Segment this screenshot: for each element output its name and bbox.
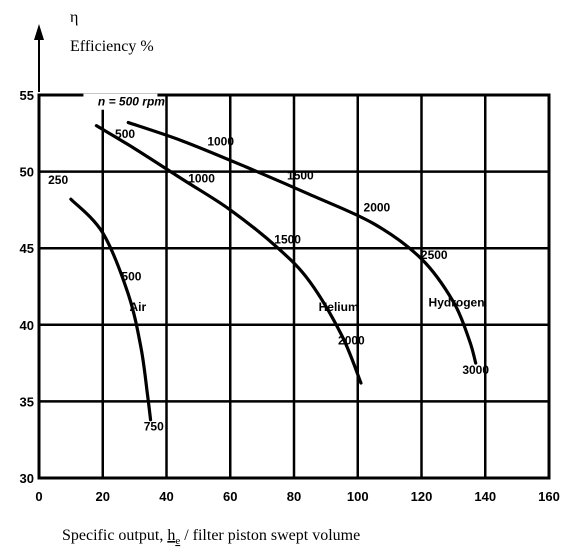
curve-annotation: Hydrogen [429, 295, 485, 309]
y-tick-labels: 30 35 40 45 50 55 [20, 88, 34, 486]
y-tick-label: 35 [20, 394, 34, 409]
y-tick-label: 40 [20, 318, 34, 333]
x-tick-label: 120 [411, 489, 433, 504]
x-axis-label-symbol: h [167, 527, 175, 544]
y-tick-label: 45 [20, 241, 34, 256]
curve-annotation: 750 [144, 420, 164, 434]
series-line-hydrogen [126, 120, 478, 365]
curve-annotation: 1500 [287, 168, 314, 182]
grid-layer [37, 93, 551, 480]
curve-annotation: 2500 [421, 248, 448, 262]
y-tick-label: 50 [20, 165, 34, 180]
x-tick-label: 100 [347, 489, 369, 504]
series-line-helium [94, 124, 363, 385]
y-axis-label: Efficiency % [70, 38, 154, 55]
x-tick-labels: 0 20 40 60 80 100 120 140 160 [35, 489, 559, 504]
y-axis-symbol: η [70, 9, 78, 26]
curve-annotation: 2000 [338, 334, 365, 348]
curve-annotation: n = 500 rpm [98, 95, 165, 109]
x-tick-label: 20 [96, 489, 110, 504]
curve-annotation: 1000 [207, 135, 234, 149]
y-tick-label: 30 [20, 471, 34, 486]
curve-annotation: 1000 [188, 171, 215, 185]
x-tick-label: 0 [35, 489, 42, 504]
rpm-label-background [83, 93, 158, 110]
curve-annotation: 500 [121, 269, 141, 283]
annotation-layer: n = 500 rpm 250 500 Air 750 500 1000 1500 Helium… [48, 93, 489, 434]
curve-annotation: 250 [48, 173, 68, 187]
x-axis-label-subscript: e [175, 535, 180, 547]
x-tick-label: 80 [287, 489, 301, 504]
x-tick-label: 140 [474, 489, 496, 504]
x-axis-label-suffix: / filter piston swept volume [180, 527, 360, 544]
curve-annotation: 3000 [462, 363, 489, 377]
y-tick-label: 55 [20, 88, 34, 103]
plot-frame [37, 93, 551, 480]
x-axis-label-prefix: Specific output, [62, 527, 167, 544]
x-tick-label: 40 [159, 489, 173, 504]
series-line-air [69, 197, 153, 422]
curve-layer [69, 120, 478, 422]
curve-annotation: 500 [115, 127, 135, 141]
curve-annotation: 1500 [274, 233, 301, 247]
curve-annotation: Air [129, 300, 146, 314]
curve-annotation: 2000 [364, 200, 391, 214]
curve-annotation: Helium [319, 300, 359, 314]
y-axis-arrowhead [34, 24, 44, 40]
x-tick-label: 60 [223, 489, 237, 504]
x-tick-label: 160 [538, 489, 560, 504]
x-axis-label: Specific output, he / filter piston swep… [62, 527, 360, 547]
